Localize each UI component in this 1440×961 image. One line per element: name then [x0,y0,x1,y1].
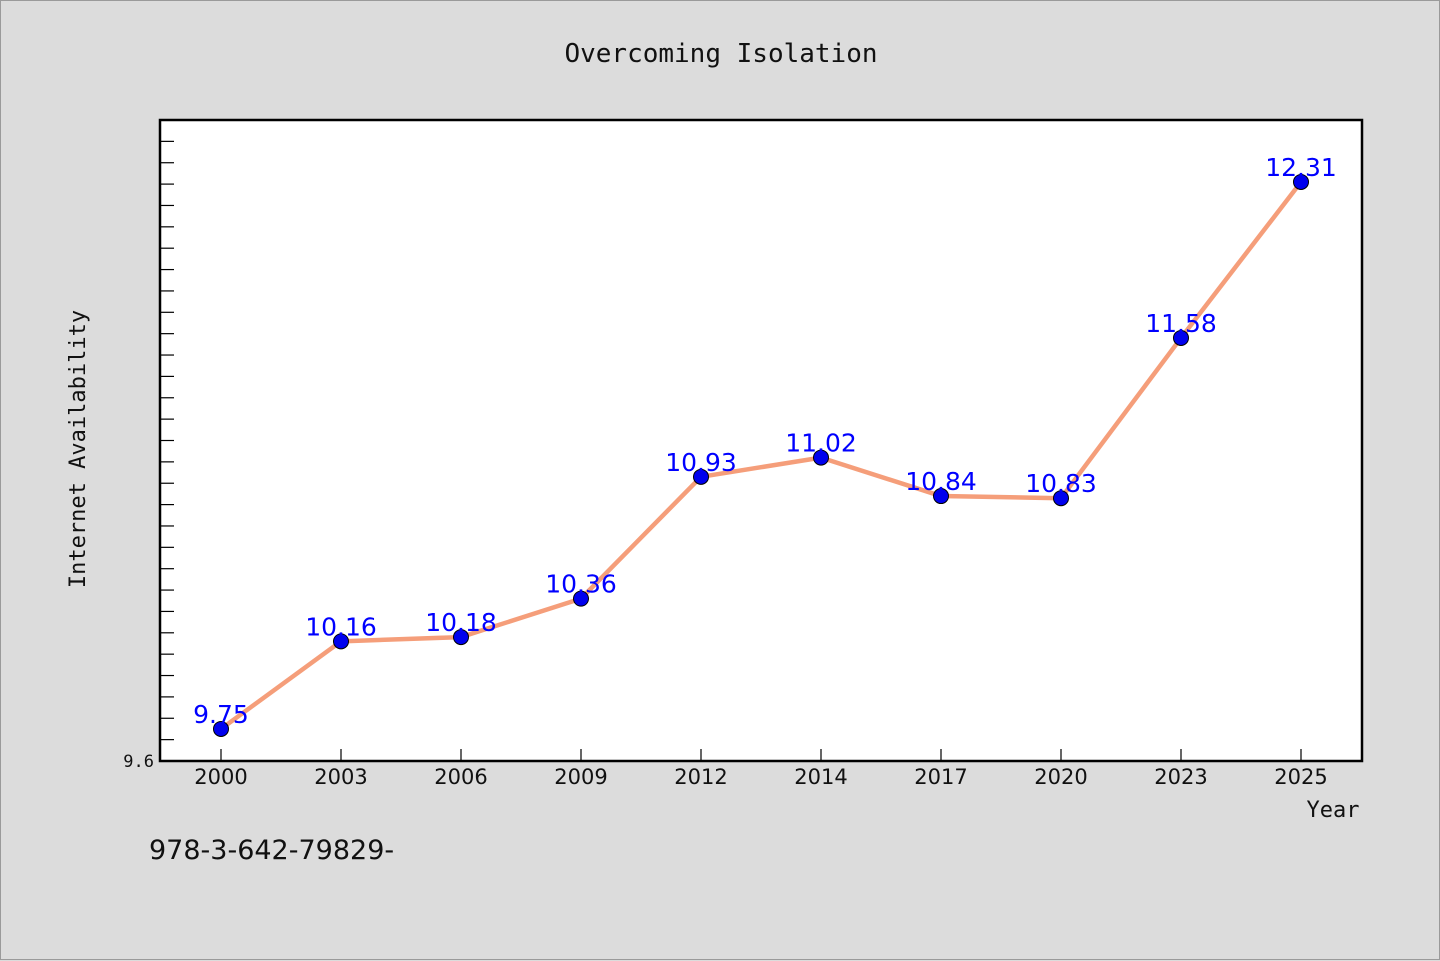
data-label: 10.83 [1025,469,1097,498]
x-tick-label: 2023 [1154,765,1207,789]
series-points [213,173,1309,737]
x-tick-label: 2006 [434,765,487,789]
data-label: 11.02 [785,429,857,458]
x-axis-ticks: 2000 2003 2006 2009 2012 2014 2017 2020 2023 2025 [194,749,1328,789]
data-label: 10.93 [665,448,737,477]
footnote: 978-3-642-79829- [149,835,395,866]
data-point [573,590,589,607]
data-label: 11.58 [1145,309,1217,338]
data-label: 10.84 [905,467,977,496]
x-tick-label: 2017 [914,765,967,789]
data-label: 10.36 [545,570,617,599]
data-point [453,629,469,646]
data-point [333,633,349,650]
data-label: 12.31 [1265,153,1337,182]
data-point [1053,490,1069,507]
x-tick-label: 2000 [194,765,247,789]
x-axis-label: Year [1307,798,1360,823]
data-point [693,468,709,485]
data-label: 10.18 [425,608,497,637]
data-point [213,720,229,737]
x-tick-label: 2025 [1274,765,1327,789]
x-tick-label: 2020 [1034,765,1087,789]
data-point [1173,329,1189,346]
data-label: 9.75 [193,700,249,729]
x-tick-label: 2014 [794,765,847,789]
data-point [813,449,829,466]
series-line [218,179,1304,732]
y-axis-ticks: 9.6 [123,140,174,772]
y-axis-label: Internet Availability [66,310,91,588]
x-tick-label: 2009 [554,765,607,789]
data-point [933,488,949,505]
plot-area [158,118,1364,763]
series-polyline [218,179,1304,732]
data-labels: 9.75 10.16 10.18 10.36 10.93 11.02 10.84 10.83 1… [193,153,1337,729]
x-tick-label: 2003 [314,765,367,789]
data-label: 10.16 [305,612,377,641]
y-tick-label: 9.6 [123,752,154,772]
chart-title: Overcoming Isolation [564,39,877,69]
x-tick-label: 2012 [674,765,727,789]
data-point [1293,173,1309,190]
